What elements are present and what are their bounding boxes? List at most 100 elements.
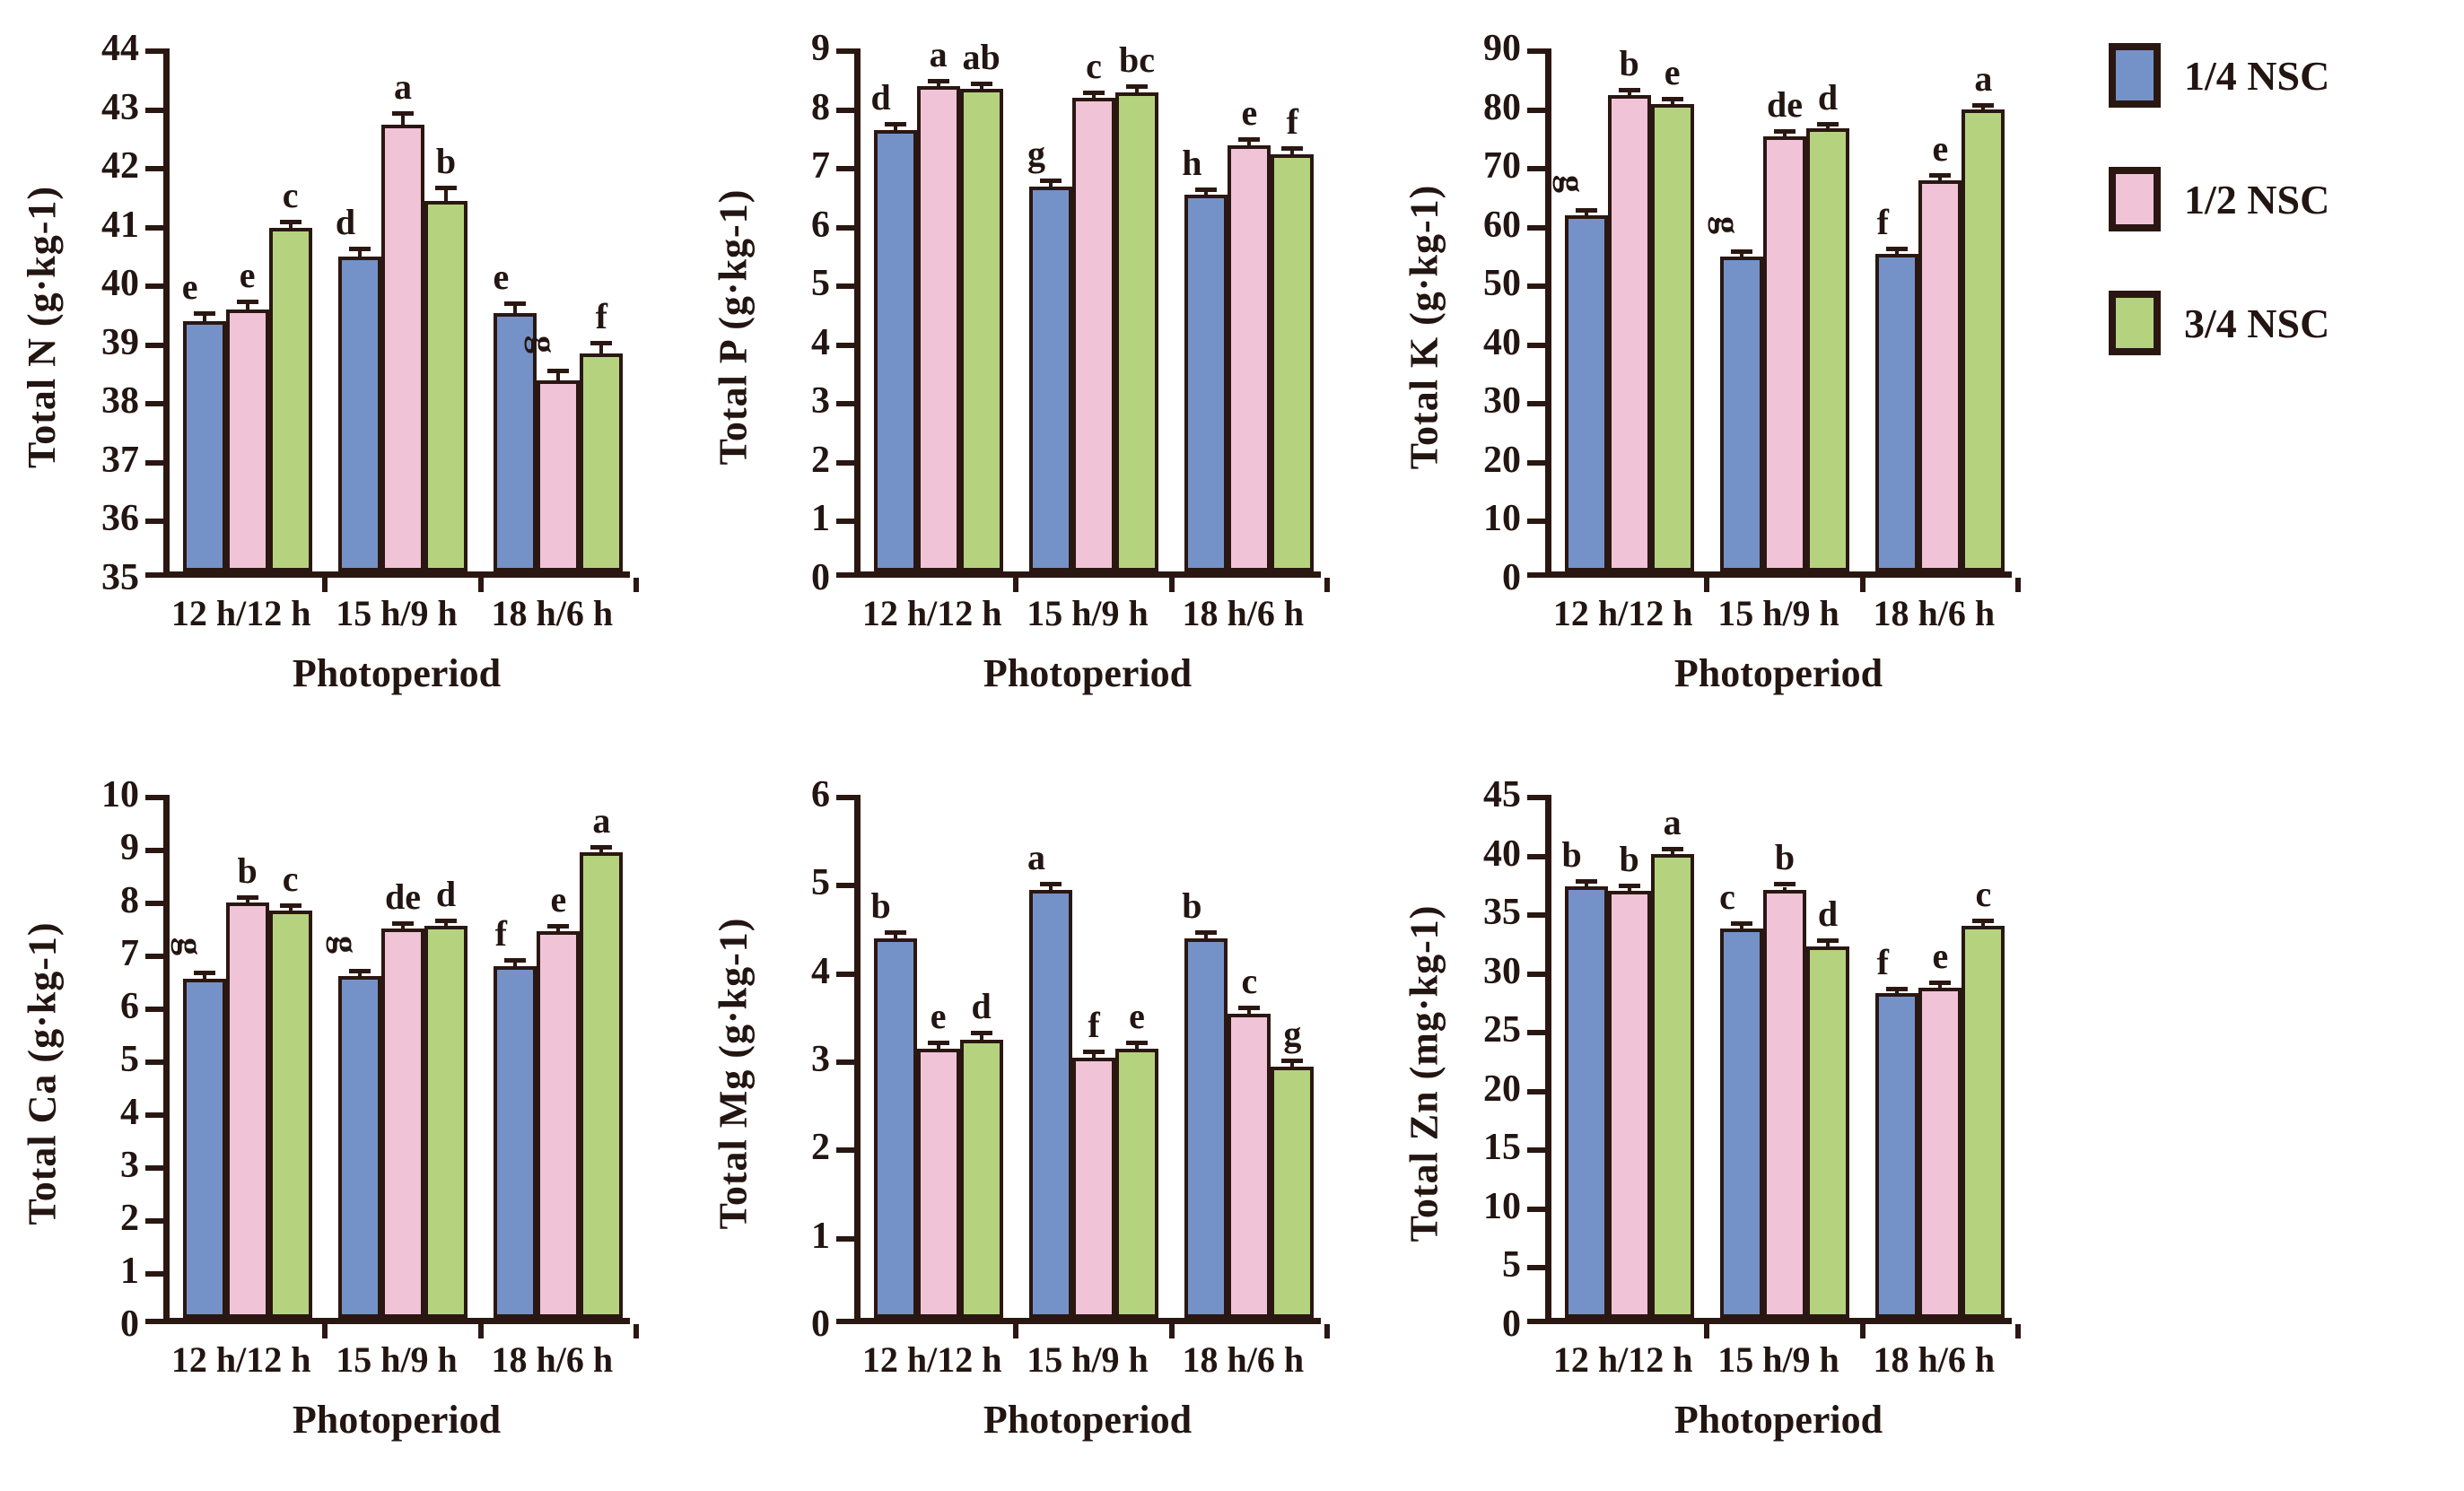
y-axis-tick-label: 20 <box>1483 439 1521 481</box>
y-axis-tick-label: 7 <box>811 145 830 187</box>
y-axis-tick <box>145 283 163 290</box>
error-bar-cap <box>1618 884 1640 889</box>
x-category-labels: 12 h/12 h 15 h/9 h 18 h/6 h <box>854 592 1321 634</box>
y-axis-tick <box>145 1112 163 1118</box>
error-bar <box>1627 888 1631 892</box>
error-bar-cap <box>927 78 949 83</box>
x-category-label: 18 h/6 h <box>1182 593 1305 633</box>
error-bar-cap <box>1817 938 1839 944</box>
y-axis-tick <box>836 224 854 231</box>
y-axis-tick <box>145 519 163 525</box>
bar-34NSC-group3 <box>580 851 624 1318</box>
y-axis-tick <box>145 572 163 578</box>
error-bar-cap <box>193 971 215 976</box>
significance-letter: b <box>1774 837 1796 878</box>
error-bar-cap <box>1575 208 1597 214</box>
error-bar-cap <box>1886 986 1909 991</box>
y-axis-tick-label: 37 <box>101 439 139 481</box>
x-category-label: 15 h/9 h <box>1717 593 1839 633</box>
bar-14NSC-group3 <box>494 965 537 1318</box>
significance-letter: d <box>971 986 992 1027</box>
legend-swatch-pink <box>2109 167 2161 231</box>
significance-letter: d <box>335 201 356 242</box>
y-axis-tick-label: 0 <box>811 557 830 598</box>
bar-34NSC-group3 <box>1962 109 2005 571</box>
significance-letter: e <box>930 996 947 1037</box>
error-bar-cap <box>1661 846 1683 851</box>
y-axis-tick-label: 5 <box>1502 1244 1521 1286</box>
x-category-label: 12 h/12 h <box>1552 1339 1693 1380</box>
y-axis-tick <box>1527 283 1545 290</box>
error-bar <box>1247 1009 1252 1014</box>
y-axis-tick-label: 10 <box>1483 498 1521 540</box>
x-category-labels: 12 h/12 h 15 h/9 h 18 h/6 h <box>854 1338 1321 1381</box>
x-category-label: 15 h/9 h <box>1027 1339 1149 1380</box>
bar-12NSC-group2 <box>1072 98 1115 571</box>
bar-14NSC-group2 <box>338 976 381 1318</box>
bar-34NSC-group2 <box>1115 92 1158 571</box>
y-axis-tick-label: 2 <box>811 1127 830 1169</box>
significance-letter: b <box>1619 42 1639 83</box>
significance-letter: b <box>1182 885 1202 927</box>
y-axis-tick-label: 1 <box>811 498 830 540</box>
bar-34NSC-group1 <box>959 89 1003 571</box>
x-category-label: 15 h/9 h <box>1027 593 1149 633</box>
y-axis-tick-label: 3 <box>811 380 830 423</box>
x-category-label: 18 h/6 h <box>1182 1339 1305 1380</box>
error-bar-cap <box>193 310 215 316</box>
y-axis-tick <box>1527 912 1545 919</box>
x-axis-title: Photoperiod <box>292 1398 502 1442</box>
y-axis-tick-label: 80 <box>1483 86 1521 128</box>
figure-row-top: Total N (g·kg-1) 44 43 42 41 40 39 38 37 36 35 e d e… <box>14 25 2464 696</box>
significance-letter: e <box>1932 935 1949 976</box>
x-category-label: 18 h/6 h <box>491 1339 614 1380</box>
y-axis-tick-label: 90 <box>1483 28 1521 69</box>
bar-12NSC-group1 <box>916 86 960 571</box>
error-bar-cap <box>1929 980 1952 985</box>
y-axis-tick <box>145 848 163 853</box>
y-axis-tick <box>1527 853 1545 859</box>
y-axis-tick <box>1527 459 1545 466</box>
legend-item-half-nsc: 1/2 NSC <box>2109 167 2428 231</box>
x-axis-tick <box>1704 578 1710 592</box>
plot-area: 90 80 70 60 50 40 30 20 10 0 g g f b de e e d a <box>1483 30 2021 597</box>
error-bar-cap <box>1575 878 1597 884</box>
significance-letter: a <box>929 33 948 74</box>
legend-label: 3/4 NSC <box>2184 300 2330 346</box>
error-bar-cap <box>1040 882 1062 887</box>
error-bar-cap <box>1731 920 1752 926</box>
significance-letter: g <box>1708 216 1748 234</box>
bar-12NSC-group3 <box>1918 987 1962 1318</box>
significance-letter: e <box>1664 52 1681 93</box>
error-bar <box>1670 101 1674 104</box>
bar-34NSC-group1 <box>1650 854 1694 1318</box>
x-category-label: 15 h/9 h <box>336 593 458 633</box>
plot-area: 10 9 8 7 6 5 4 3 2 1 0 g g f b de e c d a <box>101 776 639 1343</box>
error-bar-cap <box>1886 246 1909 251</box>
y-axis-tick <box>1527 1147 1545 1154</box>
significance-letter: b <box>870 885 891 927</box>
error-bar-cap <box>236 299 258 304</box>
error-bar <box>1981 107 1986 110</box>
significance-letter: a <box>394 65 412 107</box>
bar-34NSC-group1 <box>268 227 312 571</box>
error-bar <box>979 86 983 90</box>
y-axis-tick-label: 25 <box>1483 1009 1521 1051</box>
error-bar-cap <box>236 894 258 900</box>
y-axis-tick-label: 0 <box>120 1304 139 1345</box>
y-axis-tick-label: 35 <box>101 557 139 598</box>
y-axis-tick <box>145 166 163 172</box>
significance-letter: a <box>592 799 611 841</box>
significance-letter: g <box>170 937 211 956</box>
significance-letter: f <box>1876 941 1889 982</box>
significance-letter: c <box>1241 960 1258 1001</box>
error-bar <box>1740 925 1743 929</box>
x-axis-tick <box>1168 1324 1175 1338</box>
legend-item-quarter-nsc: 1/4 NSC <box>2109 43 2428 108</box>
error-bar <box>513 305 518 313</box>
y-axis-tick-label: 40 <box>1483 321 1521 363</box>
y-axis-tick-label: 44 <box>101 28 139 69</box>
y-axis-tick-label: 40 <box>1483 833 1521 875</box>
legend: 1/4 NSC 1/2 NSC 3/4 NSC <box>2087 25 2428 414</box>
